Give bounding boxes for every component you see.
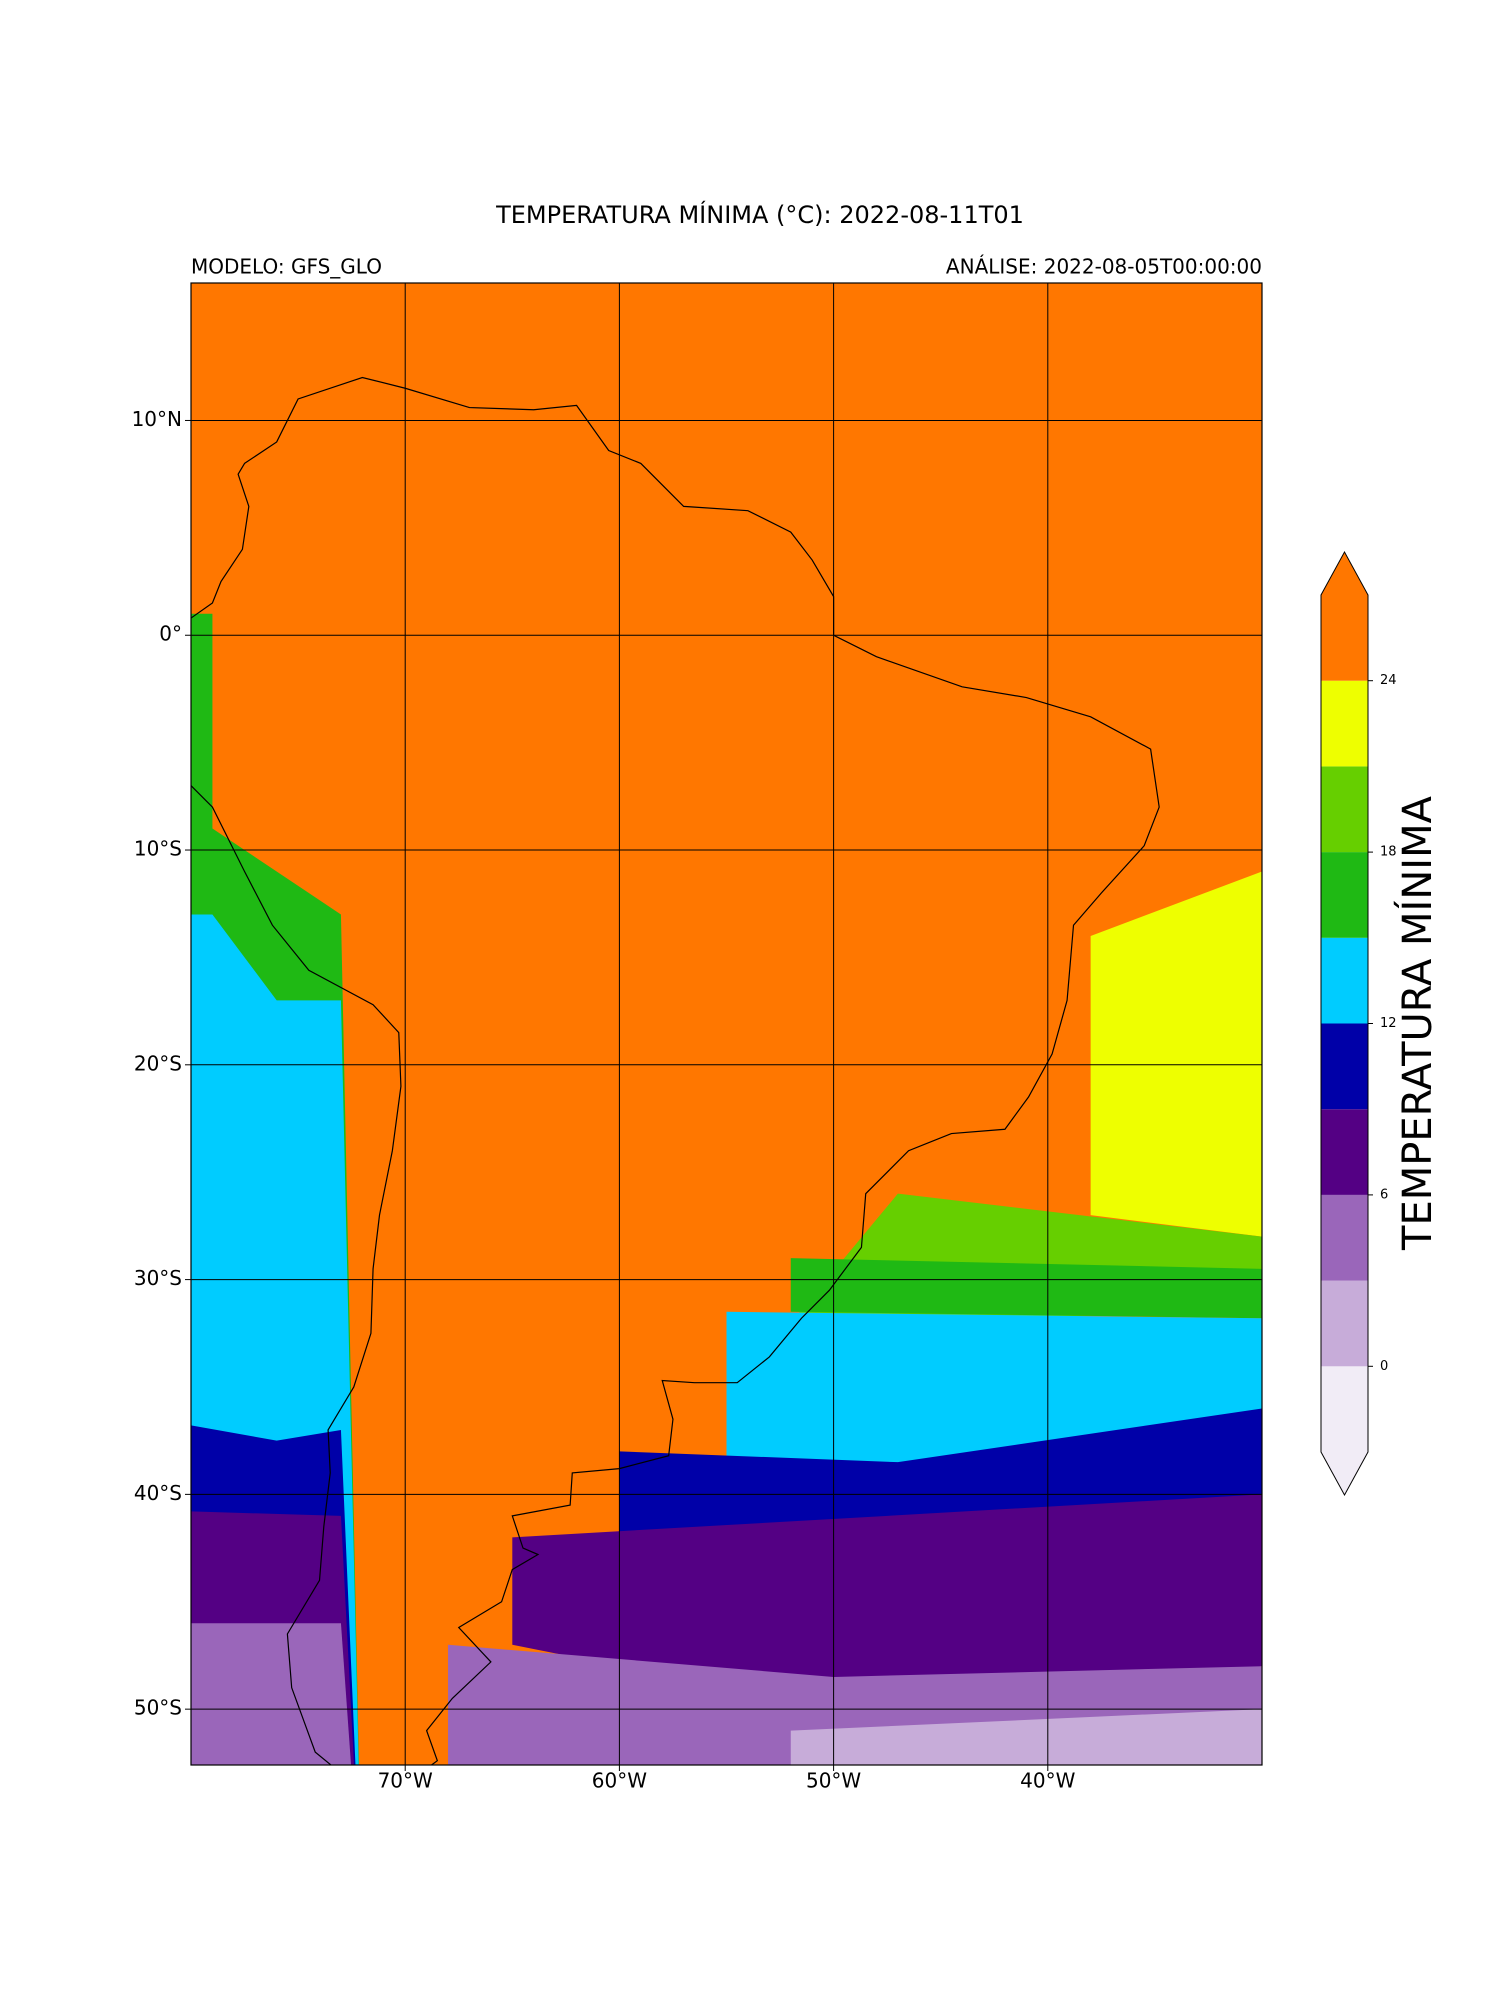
model-label: MODELO: GFS_GLO: [191, 255, 382, 279]
map-title: TEMPERATURA MÍNIMA (°C): 2022-08-11T01: [495, 200, 1024, 229]
colorbar-tick-label: 12: [1380, 1016, 1397, 1031]
colorbar-extend-max: [1321, 552, 1368, 595]
ocean-darkpurple: [512, 1494, 1262, 1710]
colorbar-tick-label: 6: [1380, 1187, 1388, 1202]
x-tick-label: 60°W: [592, 1769, 647, 1793]
colorbar-label: TEMPERATURA MÍNIMA: [1393, 795, 1441, 1251]
colorbar-tick-label: 24: [1380, 673, 1397, 688]
pacific-purple: [191, 1623, 352, 1765]
colorbar-band: [1321, 766, 1368, 853]
y-tick-label: 20°S: [134, 1051, 182, 1075]
map-frame: [190, 282, 1263, 1766]
colorbar-band: [1321, 680, 1368, 767]
colorbar-extend-min: [1321, 1452, 1368, 1495]
colorbar-band: [1321, 1109, 1368, 1195]
ocean-yellow: [1090, 871, 1262, 1237]
x-tick-label: 40°W: [1020, 1769, 1075, 1793]
colorbar-band: [1321, 595, 1368, 681]
x-tick-label: 70°W: [378, 1769, 433, 1793]
map-area: [191, 283, 1262, 1765]
y-tick-label: 30°S: [134, 1266, 182, 1290]
y-tick-label: 40°S: [134, 1481, 182, 1505]
ocean-green: [790, 1258, 1262, 1319]
colorbar-band: [1321, 1194, 1368, 1281]
y-tick-label: 10°S: [134, 837, 182, 861]
colorbar-band: [1321, 1366, 1368, 1452]
ocean-lightpurple: [790, 1709, 1262, 1765]
y-tick-label: 0°: [159, 622, 182, 646]
y-tick-label: 10°N: [132, 407, 182, 431]
colorbar-band: [1321, 1023, 1368, 1110]
colorbar-outline: [1320, 550, 1369, 1497]
y-tick-label: 50°S: [134, 1696, 182, 1720]
colorbar-tick-label: 0: [1380, 1359, 1388, 1374]
analysis-label: ANÁLISE: 2022-08-05T00:00:00: [946, 255, 1262, 279]
map-fields: [191, 283, 1262, 1765]
colorbar-band: [1321, 1280, 1368, 1367]
x-tick-label: 50°W: [806, 1769, 861, 1793]
colorbar-band: [1321, 852, 1368, 938]
colorbar-band: [1321, 937, 1368, 1024]
colorbar-tick-label: 18: [1380, 845, 1397, 860]
